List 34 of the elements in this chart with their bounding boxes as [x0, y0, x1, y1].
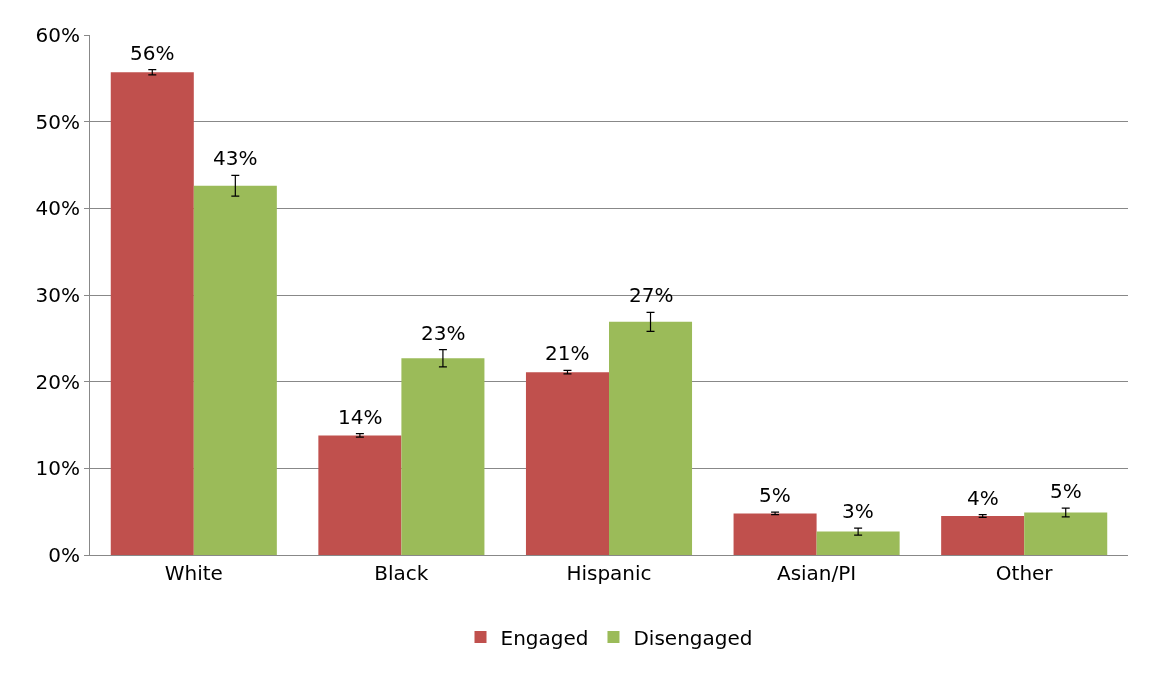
x-tick-label: Hispanic — [566, 561, 652, 585]
x-tick-label: White — [164, 561, 223, 585]
y-tick-label: 50% — [35, 109, 80, 134]
bar — [1024, 512, 1108, 555]
bar — [816, 531, 900, 555]
data-label: 23% — [421, 321, 466, 345]
data-label: 3% — [842, 499, 874, 523]
bar — [941, 516, 1025, 555]
y-tick-label: 30% — [35, 283, 80, 307]
y-tick-label: 40% — [35, 196, 80, 221]
bar — [193, 185, 277, 555]
bar — [733, 513, 817, 555]
data-label: 4% — [967, 486, 999, 510]
data-label: 56% — [130, 41, 175, 65]
legend-label: Engaged — [500, 625, 589, 650]
y-tick-label: 60% — [35, 23, 80, 47]
y-tick-label: 20% — [35, 369, 80, 394]
legend-label: Disengaged — [633, 625, 753, 650]
x-tick-label: Asian/PI — [776, 561, 857, 585]
data-label: 5% — [759, 483, 791, 507]
data-label: 5% — [1050, 479, 1082, 503]
x-tick-label: Black — [374, 561, 429, 585]
bar — [525, 372, 609, 555]
y-tick-label: 10% — [35, 456, 80, 481]
data-label: 27% — [629, 283, 674, 307]
bar — [110, 72, 194, 555]
data-label: 14% — [338, 405, 383, 429]
x-tick-label: Other — [995, 561, 1054, 585]
y-tick-label: 0% — [48, 543, 80, 567]
data-label: 43% — [213, 146, 258, 170]
data-label: 21% — [545, 341, 590, 365]
bar — [401, 358, 485, 555]
bar — [609, 321, 693, 555]
bar — [318, 435, 402, 555]
